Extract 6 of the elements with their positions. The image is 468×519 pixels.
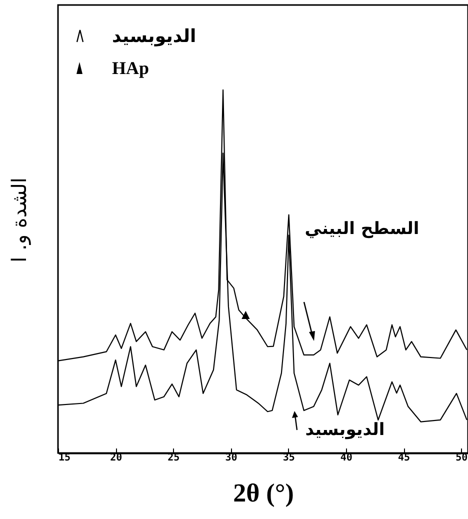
legend-label: الديوبسيد — [305, 420, 385, 440]
text: HAp — [112, 58, 150, 78]
y-axis-title: الشدة و. ا — [7, 178, 31, 262]
text: الديوبسيد — [112, 26, 196, 47]
x-axis-title: 2θ (°) — [233, 478, 294, 508]
series-label: السطح البيني — [304, 219, 420, 239]
